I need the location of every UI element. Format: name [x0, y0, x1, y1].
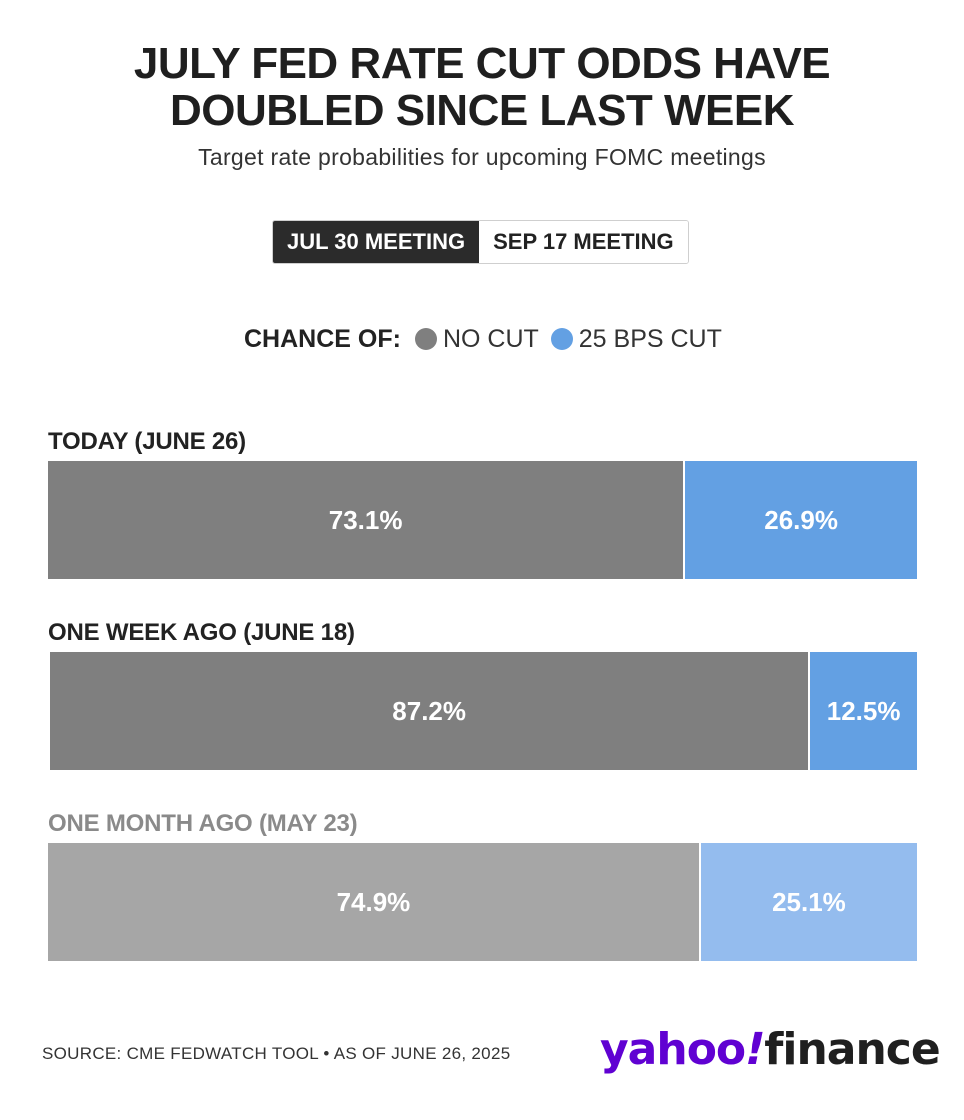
legend: CHANCE OF: NO CUT 25 BPS CUT: [244, 322, 734, 356]
data-label: 26.9%: [764, 504, 838, 535]
data-label: 87.2%: [392, 695, 467, 726]
row-label-today: TODAY (JUNE 26): [48, 428, 246, 455]
legend-swatch-25-bps-cut: [550, 328, 573, 350]
yahoo-finance-logo: yahoo! finance: [600, 1024, 941, 1080]
data-label: 73.1%: [328, 504, 403, 535]
tab-sep-17-meeting[interactable]: SEP 17 MEETING: [479, 221, 688, 263]
data-label: 12.5%: [826, 695, 901, 726]
chart-subtitle: Target rate probabilities for upcoming F…: [198, 144, 766, 170]
data-label: 25.1%: [772, 886, 846, 917]
legend-heading: CHANCE OF:: [244, 324, 401, 353]
meeting-tabs: JUL 30 MEETING SEP 17 MEETING: [272, 220, 689, 264]
source-note: SOURCE: CME FEDWATCH TOOL • AS OF JUNE 2…: [42, 1044, 511, 1063]
logo-yahoo-text: yahoo: [600, 1024, 746, 1075]
bar-segment-25-bps-cut: 25.1%: [698, 843, 917, 961]
legend-swatch-no-cut: [414, 328, 437, 350]
legend-item-no-cut: NO CUT: [414, 324, 539, 354]
data-label: 74.9%: [336, 886, 411, 917]
row-label-one-month-ago: ONE MONTH AGO (MAY 23): [48, 810, 358, 837]
logo-finance-text: finance: [764, 1024, 940, 1075]
tab-jul-30-meeting[interactable]: JUL 30 MEETING: [273, 221, 480, 263]
title-line-1: JULY FED RATE CUT ODDS HAVE: [133, 39, 831, 88]
chart-title: JULY FED RATE CUT ODDS HAVE DOUBLED SINC…: [0, 40, 964, 134]
bar-segment-25-bps-cut: 26.9%: [683, 461, 917, 579]
bar-segment-no-cut: 87.2%: [50, 652, 809, 770]
bar-one-week-ago: 87.2% 12.5%: [50, 652, 917, 770]
title-line-2: DOUBLED SINCE LAST WEEK: [169, 86, 795, 135]
bar-today: 73.1% 26.9%: [48, 461, 917, 579]
legend-item-25-bps-cut: 25 BPS CUT: [550, 324, 722, 354]
bar-segment-no-cut: 74.9%: [48, 843, 699, 961]
legend-label-no-cut: NO CUT: [442, 324, 539, 353]
bar-segment-no-cut: 73.1%: [48, 461, 684, 579]
row-label-one-week-ago: ONE WEEK AGO (JUNE 18): [48, 619, 355, 646]
legend-label-25-bps-cut: 25 BPS CUT: [578, 324, 722, 353]
bar-one-month-ago: 74.9% 25.1%: [48, 843, 917, 961]
bar-segment-25-bps-cut: 12.5%: [808, 652, 917, 770]
